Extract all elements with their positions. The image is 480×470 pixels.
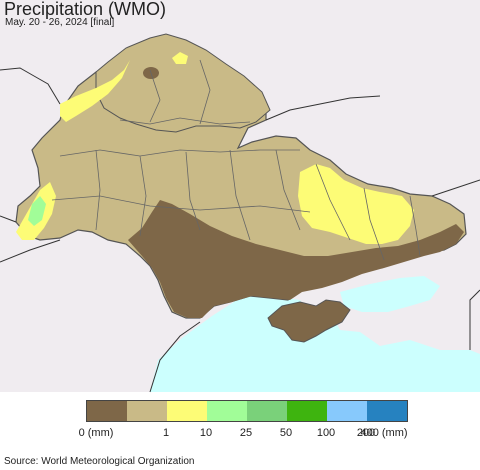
legend-label-3: 10 [199, 427, 213, 439]
legend-swatch-6 [287, 401, 327, 421]
legend-label-5: 50 [279, 427, 293, 439]
legend-swatch-8 [367, 401, 407, 421]
region-west-25-50mm [28, 196, 46, 226]
country-borders [0, 67, 480, 393]
region-east-10-25mm [298, 164, 414, 244]
legend-label-7: 200 [356, 427, 376, 439]
region-n-10-25mm [172, 52, 188, 64]
legend-color-bar [86, 400, 408, 422]
legend-swatch-1 [87, 401, 127, 421]
source-credit: Source: World Meteorological Organizatio… [4, 456, 195, 467]
legend-label-6: 100 [316, 427, 336, 439]
legend-label-8: 400 (mm) [360, 427, 408, 439]
legend-label-2: 1 [162, 427, 170, 439]
legend-labels: 0 (mm) 1 10 25 50 100 200 400 (mm) [79, 427, 408, 441]
crimea [267, 299, 351, 343]
legend-swatch-4 [207, 401, 247, 421]
legend-swatch-2 [127, 401, 167, 421]
region-south-0-1mm [128, 200, 464, 318]
map-title: Precipitation (WMO) [4, 0, 167, 19]
legend-swatch-7 [327, 401, 367, 421]
legend-label-1: 0 (mm) [78, 427, 114, 439]
black-sea [150, 294, 480, 392]
admin-borders [51, 59, 421, 261]
legend-label-4: 25 [239, 427, 253, 439]
legend-swatch-5 [247, 401, 287, 421]
precipitation-legend: 0 (mm) 1 10 25 50 100 200 400 (mm) [79, 400, 408, 441]
sea-of-azov [340, 276, 440, 312]
map-subtitle: May. 20 - 26, 2024 [final] [5, 17, 115, 28]
legend-swatch-3 [167, 401, 207, 421]
region-nw-10-25mm [60, 60, 130, 122]
